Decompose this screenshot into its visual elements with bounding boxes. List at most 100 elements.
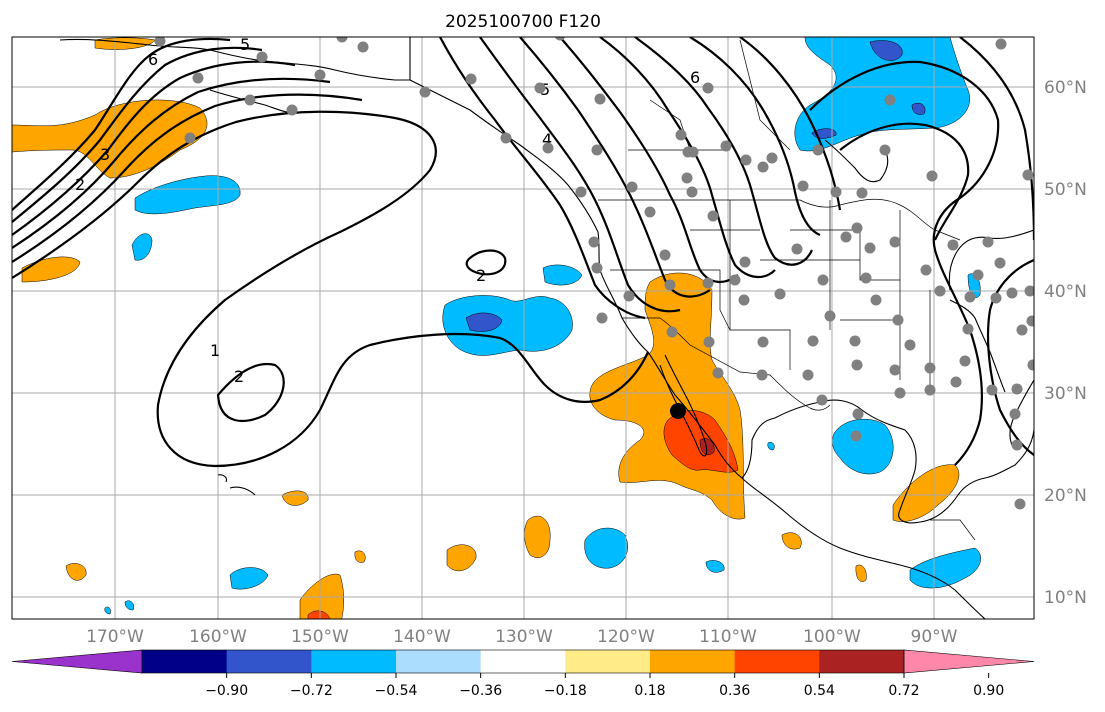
station-dot (812, 144, 824, 156)
station-dot (926, 170, 938, 182)
station-dot (740, 154, 752, 166)
station-dot (500, 132, 512, 144)
station-dot (542, 142, 554, 154)
colorbar-tick-label: 0.54 (804, 683, 835, 699)
station-dot (664, 279, 676, 291)
station-dot (626, 181, 638, 193)
station-dot (824, 310, 836, 322)
station-dot (892, 314, 904, 326)
station-dot (894, 387, 906, 399)
highlight-point-marker (670, 403, 686, 419)
station-dot (336, 37, 348, 43)
graticule (12, 37, 1034, 619)
station-dot (1024, 285, 1034, 297)
station-dot (687, 146, 699, 158)
lon-label-170w: 170°W (86, 627, 144, 647)
positive-anomaly-gulf-alaska-top (94, 37, 156, 50)
colorbar-segment (226, 650, 312, 673)
station-dot (357, 41, 369, 53)
station-dot (962, 323, 974, 335)
station-dot (982, 236, 994, 248)
station-dot (889, 236, 901, 248)
lon-label-100w: 100°W (803, 627, 861, 647)
station-dot (934, 285, 946, 297)
lon-label-160w: 160°W (189, 627, 247, 647)
contour-label: 2 (234, 367, 244, 386)
contour-labels: 6 5 6 5 4 3 2 2 1 2 (75, 37, 700, 386)
colorbar-tick-label: 0.36 (719, 683, 750, 699)
station-dot (591, 144, 603, 156)
station-dot (534, 82, 546, 94)
positive-anomaly-cell-8 (855, 564, 867, 582)
station-dot (594, 93, 606, 105)
negative-anomaly-pacific-main (442, 295, 573, 356)
station-dot (465, 73, 477, 85)
colorbar-segment (565, 650, 651, 673)
station-dot (588, 236, 600, 248)
station-dot (419, 86, 431, 98)
station-dot (791, 243, 803, 255)
station-dot (757, 161, 769, 173)
colorbar-segment (819, 650, 905, 673)
positive-anomaly-cell-7 (354, 550, 366, 563)
station-dot (840, 231, 852, 243)
colorbar-tick-label: −0.72 (290, 683, 333, 699)
negative-anomaly-hawaii (229, 567, 269, 590)
negative-anomaly-small-4 (767, 442, 775, 451)
positive-anomaly-cell-6 (781, 532, 802, 550)
negative-anomaly-canada-core-3 (911, 102, 926, 115)
station-dot (756, 369, 768, 381)
colorbar-tick-label: 0.90 (973, 683, 1004, 699)
station-dot (666, 326, 678, 338)
colorbar: −0.90 −0.72 −0.54 −0.36 −0.18 0.18 0.36 0.54 0.7… (11, 649, 1035, 699)
contour-label: 2 (476, 266, 486, 285)
colorbar-segment (142, 650, 228, 673)
map-area: 6 5 6 5 4 3 2 2 1 2 (12, 37, 1034, 619)
station-dot (554, 37, 566, 41)
negative-anomaly-small-2 (124, 600, 134, 611)
station-dot (1016, 324, 1028, 336)
lat-label-40n: 40°N (1044, 282, 1087, 302)
lat-label-50n: 50°N (1044, 180, 1087, 200)
station-dot (1027, 359, 1034, 371)
station-dot (739, 256, 751, 268)
lon-label-130w: 130°W (495, 627, 553, 647)
negative-anomaly-canada-core (869, 40, 903, 61)
lon-label-150w: 150°W (291, 627, 349, 647)
station-dot (990, 292, 1002, 304)
anomaly-shading (12, 37, 981, 619)
station-dot (964, 291, 976, 303)
negative-anomaly-california (542, 264, 583, 286)
positive-anomaly-cell-4 (65, 563, 87, 581)
colorbar-tick-label: −0.90 (205, 683, 248, 699)
station-dot (1011, 439, 1023, 451)
station-dot (807, 335, 819, 347)
station-dot (950, 376, 962, 388)
station-dot (1009, 408, 1021, 420)
colorbar-segment (650, 650, 736, 673)
station-dot (286, 104, 298, 116)
colorbar-segment (480, 650, 566, 673)
strong-anomaly-cell-5 (307, 610, 330, 619)
station-dot (817, 274, 829, 286)
station-dot (314, 69, 326, 81)
station-dot (591, 262, 603, 274)
contour-label: 2 (75, 175, 85, 194)
station-dot (856, 187, 868, 199)
positive-anomaly-cell-1 (281, 490, 309, 506)
station-dot (184, 132, 196, 144)
station-dot (154, 37, 166, 47)
station-dot (659, 249, 671, 261)
station-dot (995, 38, 1007, 50)
station-dot (1011, 383, 1023, 395)
station-dot (575, 186, 587, 198)
positive-anomaly-cell-2 (446, 544, 477, 572)
latitude-labels: 60°N 50°N 40°N 30°N 20°N 10°N (1044, 78, 1087, 608)
station-dot (816, 394, 828, 406)
lat-label-10n: 10°N (1044, 588, 1087, 608)
station-dot (850, 430, 862, 442)
contour-label: 4 (542, 130, 552, 149)
contour-label: 1 (210, 341, 220, 360)
negative-anomaly-pacific-1 (134, 175, 241, 215)
